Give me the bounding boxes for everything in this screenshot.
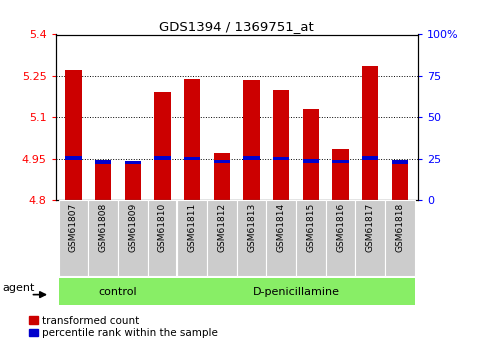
- Text: GSM61816: GSM61816: [336, 203, 345, 252]
- Bar: [392, 161, 408, 200]
- Bar: [332, 159, 349, 163]
- Text: GSM61814: GSM61814: [277, 203, 286, 252]
- Bar: [273, 90, 289, 200]
- Bar: [243, 157, 260, 160]
- Text: GSM61813: GSM61813: [247, 203, 256, 252]
- Bar: [303, 159, 319, 162]
- Bar: [385, 200, 415, 276]
- Bar: [362, 66, 379, 200]
- Bar: [125, 161, 141, 200]
- Text: GSM61815: GSM61815: [306, 203, 315, 252]
- Bar: [184, 79, 200, 200]
- Text: GSM61818: GSM61818: [396, 203, 404, 252]
- Bar: [154, 157, 170, 160]
- Bar: [303, 109, 319, 200]
- Bar: [118, 200, 148, 276]
- Bar: [154, 92, 170, 200]
- Legend: transformed count, percentile rank within the sample: transformed count, percentile rank withi…: [29, 316, 218, 338]
- Bar: [65, 157, 82, 160]
- Bar: [177, 200, 207, 276]
- Text: GSM61809: GSM61809: [128, 203, 137, 252]
- Text: agent: agent: [3, 283, 35, 293]
- Bar: [237, 200, 266, 276]
- Bar: [148, 200, 177, 276]
- Bar: [207, 200, 237, 276]
- Bar: [88, 200, 118, 276]
- Text: GSM61808: GSM61808: [99, 203, 108, 252]
- Title: GDS1394 / 1369751_at: GDS1394 / 1369751_at: [159, 20, 314, 33]
- Text: GSM61817: GSM61817: [366, 203, 375, 252]
- Bar: [266, 200, 296, 276]
- Bar: [58, 200, 88, 276]
- Bar: [95, 160, 111, 200]
- Text: D-penicillamine: D-penicillamine: [253, 287, 340, 296]
- Bar: [213, 160, 230, 163]
- Bar: [392, 160, 408, 164]
- Bar: [273, 157, 289, 160]
- Bar: [184, 157, 200, 160]
- Bar: [213, 153, 230, 200]
- Bar: [243, 80, 260, 200]
- Bar: [125, 161, 141, 164]
- Text: GSM61811: GSM61811: [187, 203, 197, 252]
- Text: GSM61807: GSM61807: [69, 203, 78, 252]
- Bar: [355, 200, 385, 276]
- Bar: [95, 160, 111, 164]
- Bar: [58, 278, 177, 305]
- Bar: [296, 200, 326, 276]
- Bar: [65, 70, 82, 200]
- Bar: [326, 200, 355, 276]
- Text: GSM61810: GSM61810: [158, 203, 167, 252]
- Bar: [332, 149, 349, 200]
- Text: control: control: [99, 287, 137, 296]
- Bar: [362, 157, 379, 160]
- Text: GSM61812: GSM61812: [217, 203, 227, 252]
- Bar: [177, 278, 415, 305]
